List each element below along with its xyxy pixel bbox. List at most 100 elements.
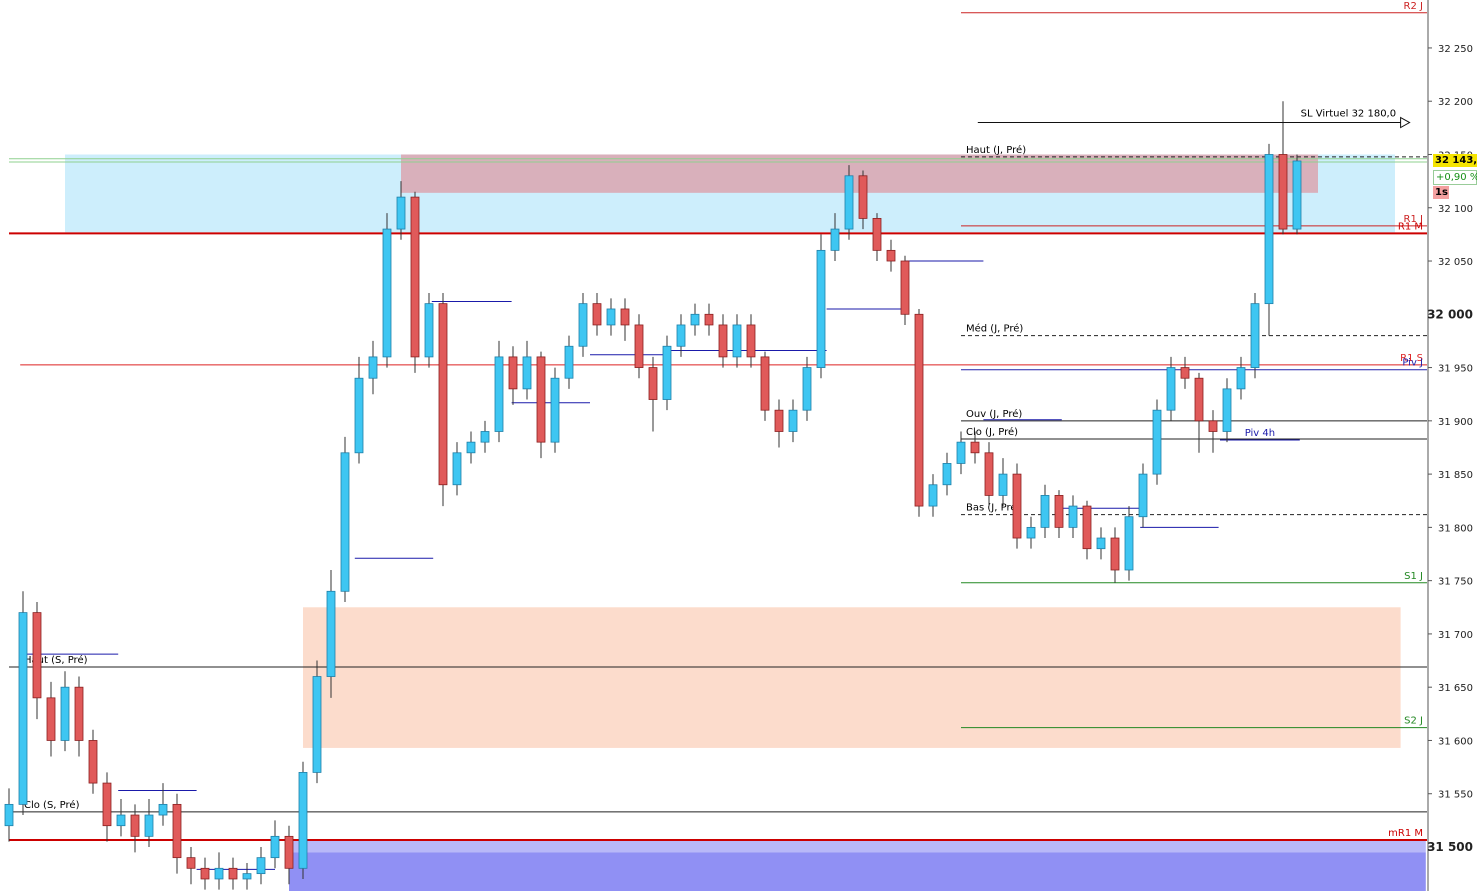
candle-body — [1096, 537, 1106, 550]
candle-body — [774, 409, 784, 432]
candle-body — [1012, 473, 1022, 539]
candle-body — [606, 308, 616, 326]
candle-body — [438, 303, 448, 486]
candle-body — [858, 175, 868, 219]
candle-body — [1222, 388, 1232, 432]
candle-body — [676, 324, 686, 347]
candle-body — [788, 409, 798, 432]
y-tick-label: 31 750 — [1438, 577, 1473, 588]
candle-body — [1110, 537, 1120, 571]
y-tick-label: 32 000 — [1427, 307, 1473, 321]
y-tick-label: 32 100 — [1438, 204, 1473, 215]
candle-body — [424, 303, 434, 358]
zone — [303, 607, 1401, 748]
candle-body — [1138, 473, 1148, 518]
y-tick-label: 31 800 — [1438, 523, 1473, 534]
candle-body — [914, 313, 924, 507]
zone — [289, 852, 1426, 891]
candle-body — [480, 431, 490, 443]
candle-body — [872, 218, 882, 251]
candle-body — [718, 324, 728, 358]
candle-body — [32, 612, 42, 699]
candle-body — [494, 356, 504, 432]
candle-body — [648, 367, 658, 400]
candle-body — [1040, 495, 1050, 528]
level-label: Méd (J, Pré) — [966, 323, 1023, 335]
candle-body — [200, 867, 210, 880]
candle-body — [284, 835, 294, 869]
candle-body — [690, 313, 700, 326]
level-label: Ouv (J, Pré) — [966, 408, 1022, 420]
y-tick-label: 32 200 — [1438, 97, 1473, 108]
candle-body — [900, 260, 910, 315]
candle-body — [802, 367, 812, 411]
y-tick-label: 31 700 — [1438, 630, 1473, 641]
level-label: Clo (J, Pré) — [966, 426, 1018, 438]
candle-body — [1026, 526, 1036, 539]
level-label: Bas (J, Pré) — [966, 502, 1020, 514]
candle-body — [662, 345, 672, 400]
candle-body — [410, 196, 420, 358]
candle-body — [172, 803, 182, 859]
candle-body — [382, 228, 392, 358]
candle-body — [1278, 154, 1288, 230]
level-label: R1 S — [1400, 353, 1423, 364]
candle-body — [116, 814, 126, 827]
axis-bg — [1427, 0, 1477, 891]
candle-body — [1250, 303, 1260, 368]
y-tick-label: 31 500 — [1427, 840, 1473, 854]
candle-body — [928, 484, 938, 507]
candle-body — [340, 452, 350, 592]
candle-body — [396, 196, 406, 230]
candle-body — [60, 686, 70, 741]
candle-body — [144, 814, 154, 837]
pivot-label: Piv 4h — [1245, 428, 1275, 439]
level-label: S2 J — [1404, 716, 1423, 727]
level-label: mR1 M — [1388, 828, 1423, 839]
candle-body — [158, 803, 168, 816]
y-tick-label: 31 900 — [1438, 417, 1473, 428]
level-label: R1 J — [1404, 214, 1423, 225]
candle-body — [998, 473, 1008, 496]
candle-body — [970, 441, 980, 454]
candle-body — [326, 590, 336, 677]
candle-body — [18, 612, 28, 805]
candle-body — [578, 303, 588, 347]
candle-body — [1236, 367, 1246, 390]
candle-body — [214, 867, 224, 880]
candle-body — [592, 303, 602, 326]
candle-body — [830, 228, 840, 251]
candle-body — [550, 377, 560, 443]
zone — [289, 839, 1426, 853]
candle-body — [1208, 420, 1218, 432]
candle-body — [956, 441, 966, 464]
candle-body — [746, 324, 756, 358]
y-tick-label: 31 850 — [1438, 470, 1473, 481]
candle-body — [1152, 409, 1162, 475]
candle-body — [564, 345, 574, 379]
candle-body — [312, 676, 322, 773]
timeframe-tag[interactable]: 1s — [1433, 186, 1449, 199]
y-tick-label: 32 250 — [1438, 44, 1473, 55]
candle-body — [4, 803, 14, 827]
candle-body — [242, 873, 252, 880]
level-label: S1 J — [1404, 571, 1423, 582]
change-tag: +0,90 % — [1433, 170, 1477, 185]
candle-body — [228, 867, 238, 880]
stop-loss-label: SL Virtuel 32 180,0 — [1301, 109, 1397, 120]
candle-body — [886, 249, 896, 262]
candle-body — [942, 463, 952, 486]
candle-body — [1292, 160, 1302, 230]
candle-body — [102, 782, 112, 827]
candle-body — [46, 697, 56, 741]
candle-body — [844, 175, 854, 230]
level-label: R1 M — [1398, 221, 1423, 232]
candle-body — [466, 441, 476, 454]
y-tick-label: 31 550 — [1438, 790, 1473, 801]
level-label: Haut (J, Pré) — [966, 144, 1026, 156]
candle-body — [732, 324, 742, 358]
candle-body — [1264, 154, 1274, 305]
candle-body — [1194, 377, 1204, 422]
